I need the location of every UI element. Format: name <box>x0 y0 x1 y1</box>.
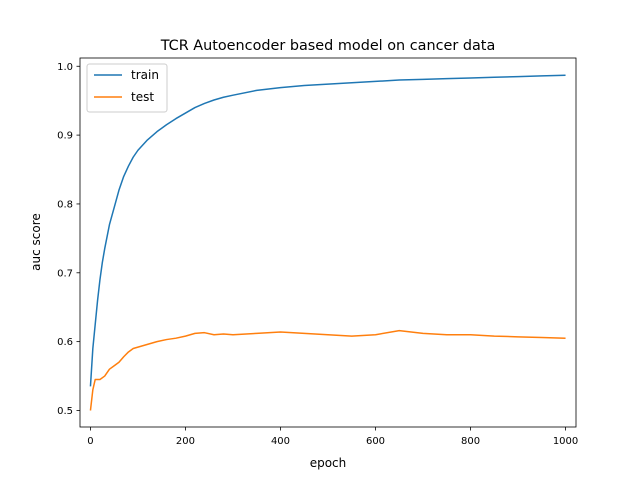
x-tick-label: 1000 <box>553 436 578 447</box>
x-tick-label: 600 <box>366 436 385 447</box>
chart-title: TCR Autoencoder based model on cancer da… <box>160 38 496 54</box>
legend: train test <box>86 63 168 113</box>
series-line-test <box>89 329 566 411</box>
x-tick-label: 400 <box>271 436 290 447</box>
y-tick-label: 1.0 <box>57 62 73 73</box>
series-line-train <box>89 74 566 387</box>
x-tick-label: 0 <box>87 436 93 447</box>
y-tick-label: 0.5 <box>57 406 73 417</box>
x-tick-label: 200 <box>176 436 195 447</box>
plot-frame <box>79 57 577 428</box>
legend-label-test: test <box>131 90 154 104</box>
tick-layer: 0 200 400 600 800 1000 0.5 0.6 0.7 0.8 0.9 1.0 <box>57 62 578 447</box>
x-tick-label: 800 <box>461 436 480 447</box>
y-tick-label: 0.7 <box>57 268 73 279</box>
legend-box <box>86 63 168 113</box>
x-axis-label: epoch <box>310 456 347 470</box>
y-tick-label: 0.6 <box>57 337 73 348</box>
y-axis-label: auc score <box>29 213 43 271</box>
series-layer <box>89 74 566 411</box>
y-tick-label: 0.8 <box>57 200 73 211</box>
legend-label-train: train <box>131 68 159 82</box>
y-tick-label: 0.9 <box>57 131 73 142</box>
